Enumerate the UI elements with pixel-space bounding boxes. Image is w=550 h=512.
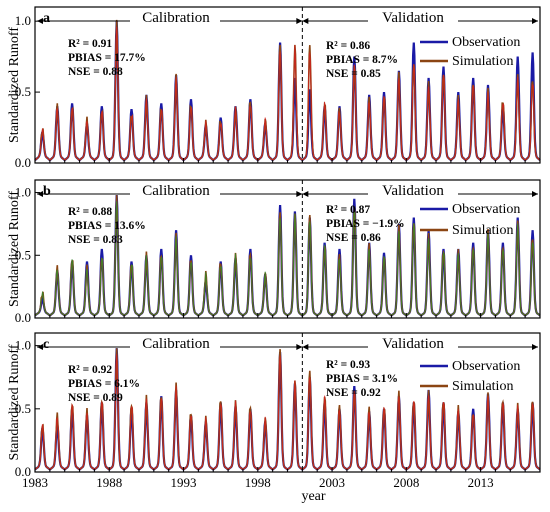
val-stat-nse: NSE = 0.86 <box>326 232 381 244</box>
y-tick-label: 0.5 <box>15 84 31 99</box>
y-tick-label: 0.0 <box>15 310 31 325</box>
x-tick-label: 2013 <box>468 475 494 490</box>
cal-stat-nse: NSE = 0.89 <box>68 392 123 404</box>
y-tick-label: 1.0 <box>15 338 31 353</box>
cal-stat-nse: NSE = 0.83 <box>68 234 123 246</box>
arrow-head-mid-left <box>296 191 303 197</box>
y-tick-label: 1.0 <box>15 185 31 200</box>
legend-entry: Simulation <box>452 54 513 69</box>
cal-stat-r2: R² = 0.92 <box>68 364 112 376</box>
arrow-head-right <box>532 191 538 197</box>
y-tick-label: 0.0 <box>15 464 31 479</box>
validation-label: Validation <box>382 183 444 199</box>
calibration-label: Calibration <box>142 183 210 199</box>
plot-frame <box>34 179 541 319</box>
y-tick-label: 0.5 <box>15 401 31 416</box>
y-axis-label: Standardized Runoff <box>7 191 22 307</box>
cal-stat-pbias: PBIAS = 13.6% <box>68 220 146 232</box>
legend-entry: Observation <box>452 359 520 374</box>
x-axis-label: year <box>301 489 325 504</box>
cal-stat-r2: R² = 0.91 <box>68 38 112 50</box>
x-tick-label: 1993 <box>171 475 197 490</box>
period-bg <box>368 9 458 23</box>
arrow-head-mid-left <box>296 344 303 350</box>
accent-series <box>34 201 541 317</box>
val-stat-r2: R² = 0.93 <box>326 359 370 371</box>
val-stat-pbias: PBIAS = 3.1% <box>326 373 398 385</box>
y-axis-label: Standardized Runoff <box>7 344 22 460</box>
arrow-head-mid-right <box>302 191 309 197</box>
x-tick-label: 2003 <box>319 475 345 490</box>
val-stat-r2: R² = 0.87 <box>326 204 370 216</box>
legend-entry: Observation <box>452 35 520 50</box>
legend-entry: Simulation <box>452 223 513 238</box>
panel-letter: c <box>43 337 49 352</box>
panel-letter: a <box>43 11 50 26</box>
validation-label: Validation <box>382 336 444 352</box>
cal-stat-nse: NSE = 0.88 <box>68 66 123 78</box>
cal-stat-pbias: PBIAS = 6.1% <box>68 378 140 390</box>
plot-frame <box>34 6 541 164</box>
x-tick-label: 1998 <box>245 475 271 490</box>
cal-stat-pbias: PBIAS = 17.7% <box>68 52 146 64</box>
arrow-head-left <box>37 191 43 197</box>
arrow-head-mid-right <box>302 18 309 24</box>
arrow-head-left <box>37 18 43 24</box>
period-bg <box>130 335 220 349</box>
legend-entry: Observation <box>452 202 520 217</box>
y-axis-label: Standardized Runoff <box>7 27 22 143</box>
calibration-label: Calibration <box>142 336 210 352</box>
y-tick-label: 1.0 <box>15 13 31 28</box>
period-bg <box>130 9 220 23</box>
arrow-head-mid-right <box>302 344 309 350</box>
cal-stat-r2: R² = 0.88 <box>68 206 112 218</box>
period-bg <box>368 182 458 196</box>
calibration-label: Calibration <box>142 10 210 26</box>
x-tick-label: 1983 <box>22 475 48 490</box>
y-tick-label: 0.5 <box>15 247 31 262</box>
val-stat-nse: NSE = 0.92 <box>326 387 381 399</box>
arrow-head-mid-left <box>296 18 303 24</box>
legend-entry: Simulation <box>452 379 513 394</box>
val-stat-nse: NSE = 0.85 <box>326 68 381 80</box>
period-bg <box>368 335 458 349</box>
x-tick-label: 2008 <box>393 475 419 490</box>
arrow-head-left <box>37 344 43 350</box>
period-bg <box>130 182 220 196</box>
y-tick-label: 0.0 <box>15 155 31 170</box>
val-stat-pbias: PBIAS = −1.9% <box>326 218 405 230</box>
x-tick-label: 1988 <box>96 475 122 490</box>
arrow-head-right <box>532 344 538 350</box>
arrow-head-right <box>532 18 538 24</box>
val-stat-r2: R² = 0.86 <box>326 40 370 52</box>
panel-letter: b <box>43 184 51 199</box>
val-stat-pbias: PBIAS = 8.7% <box>326 54 398 66</box>
validation-label: Validation <box>382 10 444 26</box>
